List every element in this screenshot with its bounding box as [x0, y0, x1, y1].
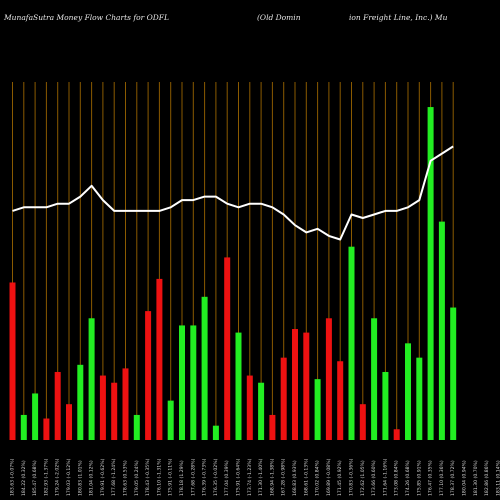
x-tick-label: 185.47 (0.68%) — [32, 460, 38, 496]
bar-up — [450, 307, 457, 440]
bar-up — [258, 382, 265, 440]
x-tick-label: 173.08 (0.84%) — [394, 460, 400, 496]
x-tick-label: 178.43 (-0.35%) — [145, 458, 151, 496]
x-tick-label: 183.63 (-0.07%) — [10, 458, 16, 496]
x-tick-label: 181.30 (0.70%) — [473, 460, 479, 496]
header-right-text: ion Freight Line, Inc.) Mu — [349, 13, 448, 22]
bar-down — [111, 382, 118, 440]
bar-up — [405, 343, 411, 440]
bar-up — [88, 318, 95, 440]
x-tick-label: 180.83 (1.01%) — [77, 460, 83, 496]
bar-down — [325, 318, 332, 440]
bar-up — [190, 325, 197, 440]
bar-down — [122, 368, 129, 440]
header-middle-text: (Old Domin — [257, 13, 301, 22]
x-tick-label: 176.47 (0.35%) — [428, 460, 434, 496]
x-tick-label: 182.86 (0.86%) — [484, 460, 490, 496]
bar-up — [427, 107, 434, 440]
x-label-layer: 183.63 (-0.07%) 184.22 (0.32%) 185.47 (0.6… — [10, 458, 500, 496]
bar-up — [201, 296, 208, 440]
bar-down — [145, 311, 152, 440]
x-tick-label: 177.04 (0.39%) — [224, 460, 230, 496]
bar-down — [224, 257, 231, 440]
x-tick-label: 182.93 (-1.37%) — [43, 458, 49, 496]
bar-down — [303, 332, 310, 440]
x-tick-label: 171.64 (-1.16%) — [382, 458, 388, 496]
x-tick-label: 172.62 (1.05%) — [360, 460, 366, 496]
x-tick-label: 179.03 (-0.12%) — [66, 458, 72, 496]
x-tick-label: 183.11 (0.14%) — [495, 460, 500, 496]
x-tick-label: 184.22 (0.32%) — [21, 460, 27, 496]
x-tick-label: 174.26 (0.68%) — [405, 460, 411, 496]
x-tick-label: 177.68 (-1.24%) — [111, 458, 117, 496]
x-tick-label: 178.18 (1.29%) — [179, 460, 185, 496]
x-tick-label: 176.39 (-0.73%) — [202, 458, 208, 496]
x-tick-label: 168.61 (-0.13%) — [303, 458, 309, 496]
line-layer — [12, 145, 454, 241]
x-tick-label: 178.37 (0.72%) — [450, 460, 456, 496]
x-tick-label: 176.10 (-1.31%) — [156, 458, 162, 496]
bar-up — [235, 332, 242, 440]
x-tick-label: 180.04 (0.94%) — [462, 460, 468, 496]
bar-up — [20, 414, 27, 440]
header-left-text: MunafaSutra Money Flow Charts for ODFL — [4, 13, 169, 22]
bar-down — [43, 418, 50, 440]
bar-down — [269, 414, 276, 440]
bar-up — [133, 414, 140, 440]
bar-down — [246, 375, 253, 440]
x-tick-label: 179.24 (-2.02%) — [55, 458, 61, 496]
x-tick-label: 171.30 (-1.40%) — [258, 458, 264, 496]
x-tick-label: 173.74 (-1.23%) — [247, 458, 253, 496]
bar-up — [179, 325, 185, 440]
bar-down — [280, 357, 287, 440]
bar-down — [292, 329, 298, 440]
x-tick-label: 175.91 (-0.11%) — [168, 458, 174, 496]
bar-down — [9, 282, 16, 440]
bar-down — [66, 404, 72, 440]
bar-up — [371, 318, 378, 440]
bar-down — [359, 404, 366, 440]
bar-up — [314, 379, 321, 440]
x-tick-label: 173.66 (0.60%) — [371, 460, 377, 496]
bar-layer — [9, 107, 457, 440]
bar-down — [99, 375, 106, 440]
x-tick-label: 179.05 (0.24%) — [134, 460, 140, 496]
x-tick-label: 168.94 (-1.38%) — [269, 458, 275, 496]
x-tick-label: 177.10 (0.36%) — [439, 460, 445, 496]
x-tick-label: 181.04 (0.12%) — [89, 460, 95, 496]
bar-down — [54, 371, 61, 440]
bar-down — [337, 361, 344, 440]
x-tick-label: 170.02 (0.84%) — [315, 460, 321, 496]
x-tick-label: 175.85 (0.91%) — [416, 460, 422, 496]
bar-up — [382, 371, 389, 440]
bar-down — [393, 429, 400, 440]
bar-down — [156, 278, 163, 440]
bar-up — [348, 246, 355, 440]
bar-up — [416, 357, 423, 440]
x-tick-label: 178.63 (0.53%) — [123, 460, 129, 496]
x-tick-label: 167.28 (-0.98%) — [281, 458, 287, 496]
bar-up — [77, 364, 84, 440]
x-tick-label: 179.91 (-0.62%) — [100, 458, 106, 496]
bar-up — [438, 221, 445, 440]
x-tick-label: 177.68 (-0.28%) — [190, 458, 196, 496]
bar-up — [167, 400, 174, 440]
x-tick-label: 171.45 (0.92%) — [337, 460, 343, 496]
bar-up — [212, 425, 219, 440]
x-tick-label: 175.91 (-0.64%) — [236, 458, 242, 496]
x-tick-label: 168.83 (0.93%) — [292, 460, 298, 496]
x-tick-label: 170.83 (-0.36%) — [349, 458, 355, 496]
bar-up — [32, 393, 39, 440]
x-tick-label: 169.89 (-0.08%) — [326, 458, 332, 496]
price-line — [12, 145, 454, 241]
x-tick-label: 176.35 (-0.02%) — [213, 458, 219, 496]
